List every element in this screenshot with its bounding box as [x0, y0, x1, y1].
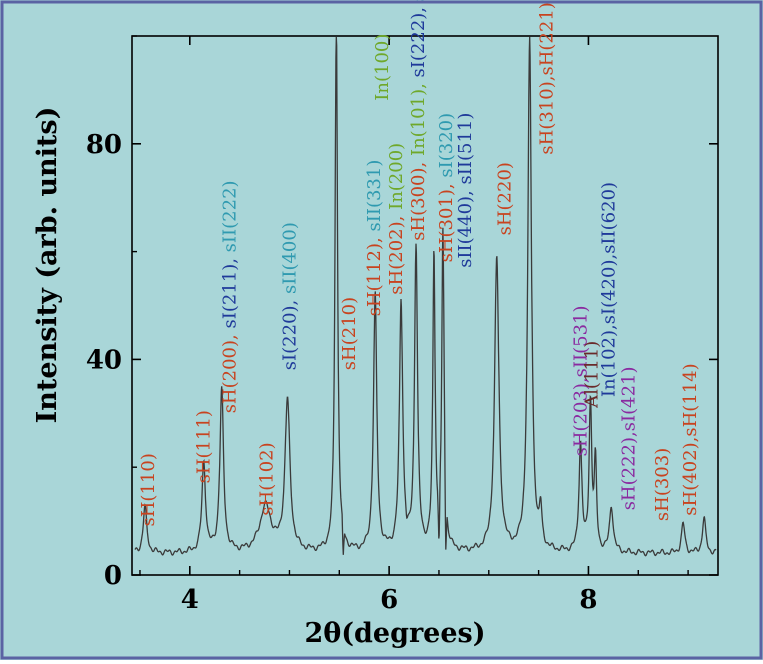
peak-label: sH(222),sI(421) [618, 366, 639, 510]
plot-frame [131, 35, 719, 576]
peak-label-part: sH(203), [570, 377, 591, 456]
peak-label-part: sH(220) [495, 162, 516, 235]
peak-label-part: sI(211), [220, 252, 241, 328]
y-tick-label: 80 [86, 130, 122, 160]
peak-label-part: sI(320) [436, 113, 457, 178]
peak-label: sH(110) [138, 453, 159, 526]
peak-label-part: Al(111) [581, 341, 602, 409]
peak-label-part: sH(202), [386, 210, 407, 295]
peak-label: sII(440), sII(511) [455, 113, 476, 268]
peak-label-part: sH(111) [194, 410, 215, 483]
xrd-pattern-line [134, 36, 717, 557]
peak-label: sH(112), sII(331) [364, 160, 385, 317]
peak-label-part: sH(210) [339, 297, 360, 370]
peak-label-part: sH(102) [257, 442, 278, 515]
peak-label: In(102),sI(420),sII(620) [598, 182, 619, 397]
peak-label: sH(200), sI(211), sII(222) [220, 180, 241, 413]
peak-label-part: In(102), [598, 324, 619, 397]
peak-label: sH(310),sH(221) [537, 2, 558, 154]
peak-label: sH(202), In(200) [386, 143, 407, 295]
peak-label: sH(301), sI(320) [436, 113, 457, 263]
x-tick-label: 4 [181, 585, 199, 615]
peak-label: sH(402),sH(114) [680, 363, 701, 515]
peak-label-part: sH(301), [436, 178, 457, 263]
x-axis-label: 2θ(degrees) [304, 618, 485, 649]
peak-label: sH(203),sII(531) [570, 305, 591, 456]
peak-label: In(100) [372, 34, 393, 101]
peak-label-part: sII(440), [455, 184, 476, 267]
peak-label: sH(111) [194, 410, 215, 483]
peak-label-part: sI(421) [618, 366, 639, 431]
peak-label-part: sII(222) [220, 180, 241, 252]
y-tick-label: 0 [104, 561, 122, 591]
peak-label: sH(303) [652, 448, 673, 521]
peak-label-part: sH(200), [220, 329, 241, 414]
y-tick-label: 40 [86, 345, 122, 375]
peak-label-part: sII(531) [570, 305, 591, 377]
peak-label-part: sI(420),sII(620) [598, 182, 619, 324]
peak-label-part: sH(300), [408, 156, 429, 241]
peak-label-part: sII(400) [279, 222, 300, 294]
y-axis-label: Intensity (arb. units) [32, 107, 63, 424]
peak-label: sH(210) [339, 297, 360, 370]
peak-label-part: sH(310),sH(221) [537, 2, 558, 154]
peak-label-part: sII(422) [408, 0, 429, 1]
x-tick-label: 8 [579, 585, 597, 615]
peak-label-part: sH(112), [364, 232, 385, 317]
peak-label-part: sH(222), [618, 431, 639, 510]
peak-label: sI(220), sII(400) [279, 222, 300, 370]
peak-label: Al(111) [581, 341, 602, 409]
peak-label-part: sI(220), [279, 294, 300, 370]
peak-label-part: sH(110) [138, 453, 159, 526]
peak-label-part: sII(511) [455, 113, 476, 185]
peak-label-part: sH(303) [652, 448, 673, 521]
peak-label-part: sII(331) [364, 160, 385, 232]
peak-label-part: In(200) [386, 143, 407, 210]
peak-label: sH(220) [495, 162, 516, 235]
peak-label: sH(300), In(101), sI(222), sII(422) [408, 0, 429, 241]
peak-label: sH(102) [257, 442, 278, 515]
peak-label-part: In(100) [372, 34, 393, 101]
peak-label-part: sI(222), [408, 1, 429, 77]
peak-label-part: sH(402),sH(114) [680, 363, 701, 515]
x-tick-label: 6 [380, 585, 398, 615]
peak-label-part: In(101), [408, 77, 429, 156]
